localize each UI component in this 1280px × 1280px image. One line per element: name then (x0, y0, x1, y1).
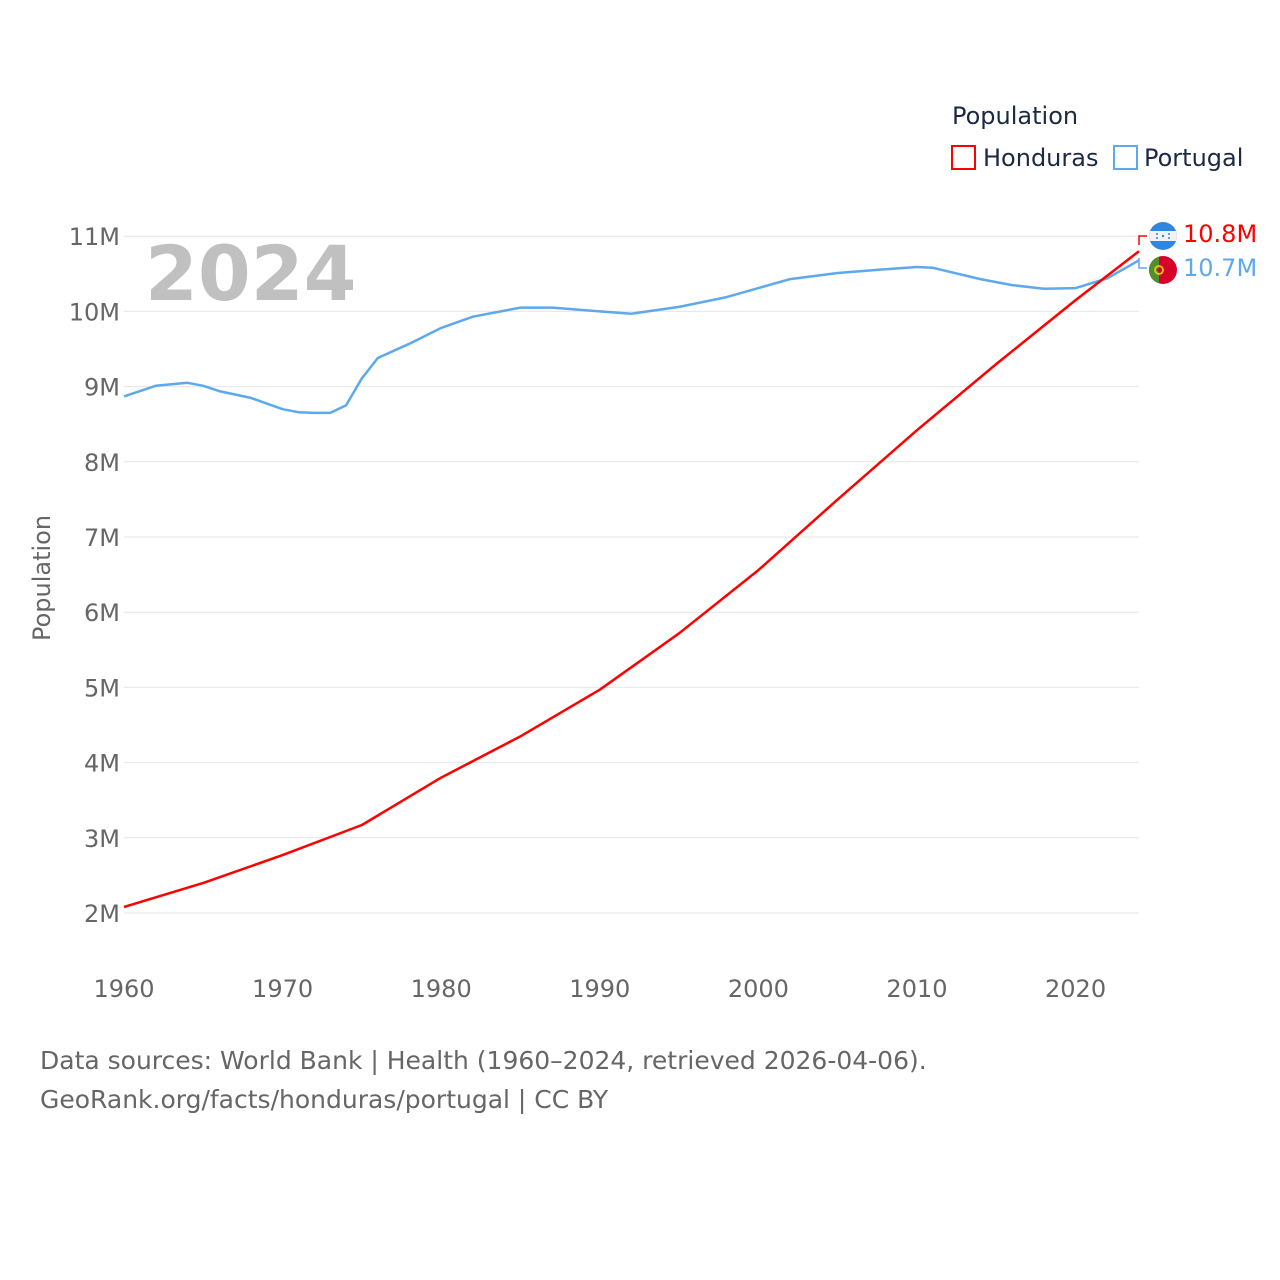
legend-label-portugal[interactable]: Portugal (1144, 144, 1243, 172)
x-tick-label: 2000 (728, 975, 789, 1003)
footer-sources: Data sources: World Bank | Health (1960–… (40, 1046, 927, 1075)
y-tick-label: 4M (84, 750, 120, 778)
x-tick-label: 1980 (411, 975, 472, 1003)
legend-title: Population (952, 102, 1078, 130)
legend-swatch-honduras[interactable] (951, 145, 976, 170)
x-tick-label: 1970 (252, 975, 313, 1003)
series-line-portugal[interactable] (123, 259, 1140, 415)
legend-label-honduras[interactable]: Honduras (983, 144, 1098, 172)
y-tick-label: 10M (69, 298, 120, 326)
legend-swatch-portugal[interactable] (1113, 145, 1138, 170)
y-tick-label: 9M (84, 374, 120, 402)
x-tick-label: 1960 (93, 975, 154, 1003)
y-axis-label: Population (28, 515, 56, 641)
honduras-end-label: 10.8M (1183, 220, 1257, 248)
x-tick-label: 1990 (569, 975, 630, 1003)
portugal-end-label: 10.7M (1183, 254, 1257, 282)
legend: Population Honduras Portugal (951, 102, 1243, 172)
series-line-honduras[interactable] (123, 250, 1140, 909)
honduras-flag-icon (1149, 222, 1177, 250)
line-chart: 2M 3M 4M 5M 6M 7M 8M 9M 10M 11M 1960 1970 1980 1990 20… (28, 102, 1257, 1003)
x-tick-label: 2020 (1045, 975, 1106, 1003)
portugal-flag-icon (1149, 256, 1177, 284)
y-tick-label: 5M (84, 674, 120, 702)
y-tick-label: 8M (84, 449, 120, 477)
y-tick-label: 6M (84, 599, 120, 627)
x-tick-label: 2010 (886, 975, 947, 1003)
y-tick-label: 3M (84, 825, 120, 853)
year-watermark: 2024 (145, 229, 357, 318)
y-tick-label: 7M (84, 524, 120, 552)
y-tick-label: 11M (69, 223, 120, 251)
footer-link[interactable]: GeoRank.org/facts/honduras/portugal | CC… (40, 1085, 609, 1114)
y-tick-label: 2M (84, 900, 120, 928)
